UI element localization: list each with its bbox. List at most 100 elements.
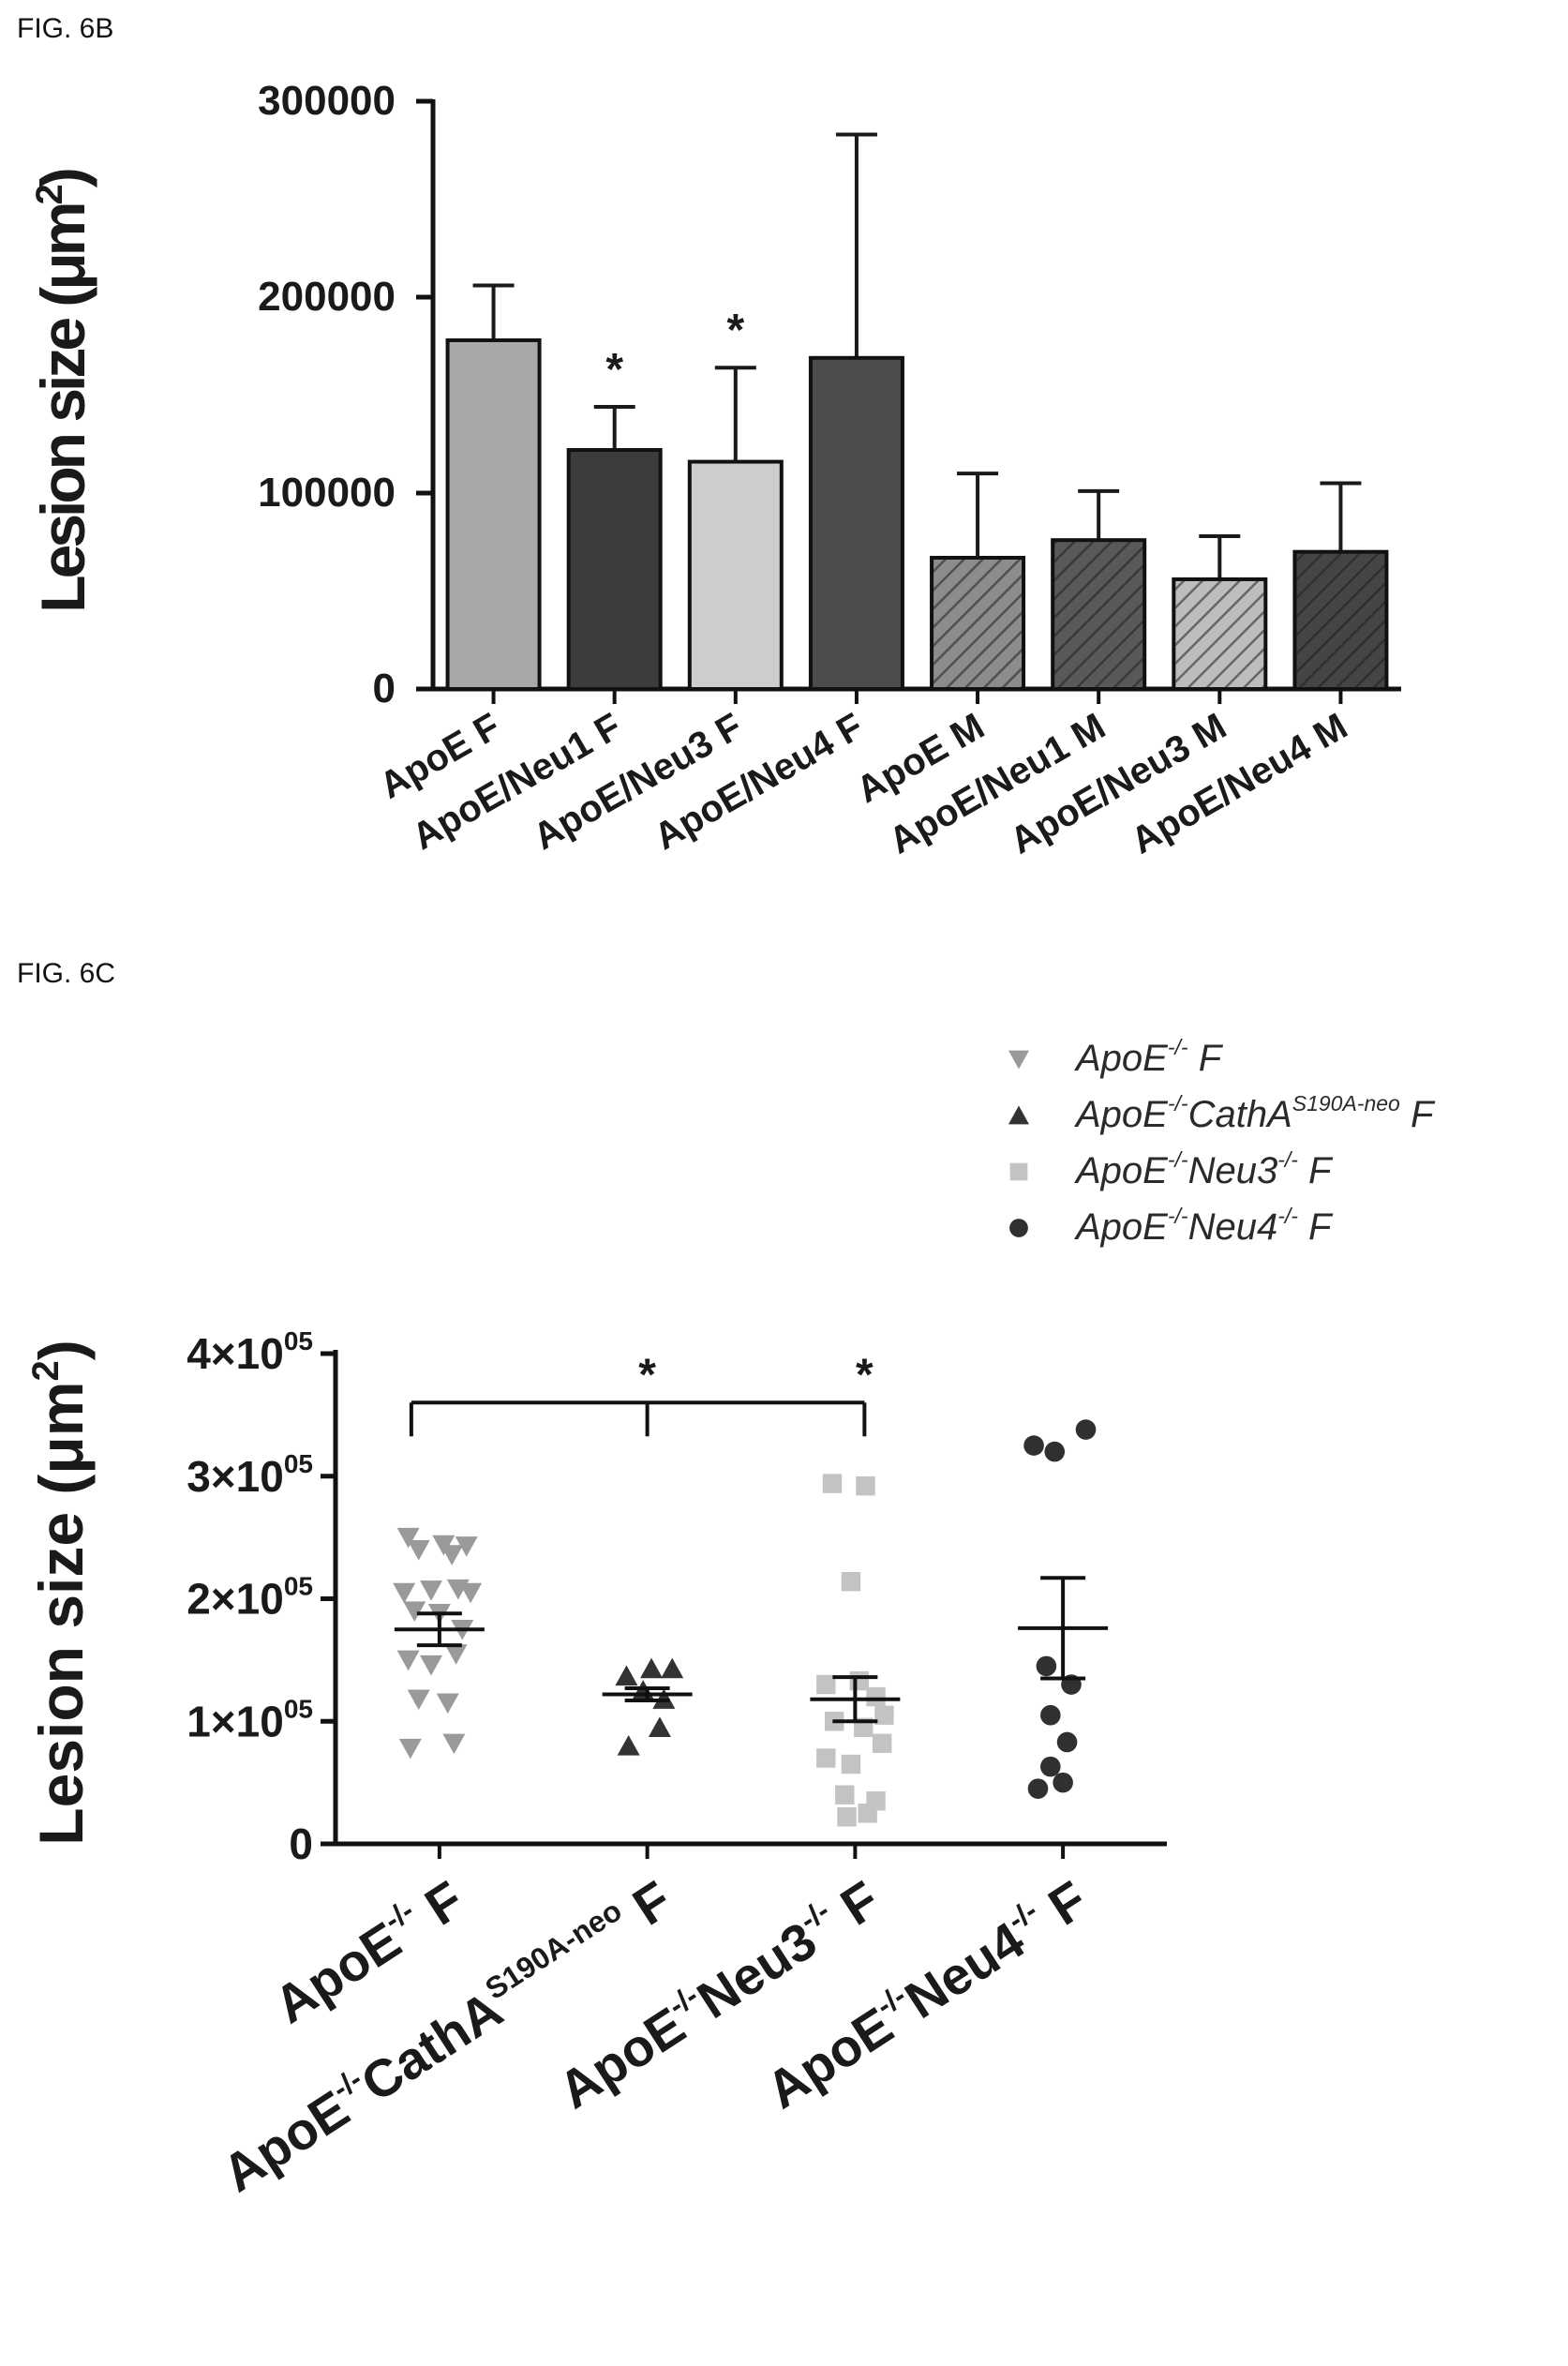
tick-mantissa: 4×10 (187, 1329, 284, 1378)
data-point (858, 1804, 877, 1823)
data-point (407, 1689, 430, 1711)
legend-entry: ApoE-/-Neu4-/- F (1074, 1204, 1334, 1248)
data-point (396, 1650, 420, 1671)
tick-mantissa: 2×10 (187, 1575, 284, 1624)
chart-b-bar-hatch (1175, 580, 1264, 687)
label-text: ApoE (1074, 1038, 1169, 1079)
label-text: F (1026, 1869, 1098, 1944)
data-point (398, 1738, 422, 1760)
data-point (615, 1665, 638, 1686)
data-point (835, 1785, 855, 1804)
label-text: ApoE (755, 1996, 903, 2119)
data-point (661, 1657, 684, 1679)
tick-exponent: 05 (284, 1694, 313, 1723)
data-point (396, 1527, 420, 1549)
data-point (841, 1754, 861, 1774)
data-point (420, 1580, 443, 1601)
data-point (420, 1655, 443, 1676)
data-point (1044, 1441, 1066, 1462)
figure-6c-label: FIG. 6C (17, 958, 116, 989)
label-text: Neu3 (1188, 1150, 1278, 1191)
label-text: ApoE (548, 1996, 695, 2119)
data-point (407, 1540, 430, 1561)
chart-b-bar (808, 355, 904, 691)
chart-b-x-tick-label: ApoE/Neu4 F (648, 706, 871, 859)
chart-b-significance-star: * (726, 306, 744, 355)
chart-c-y-tick-label: 1×1005 (187, 1694, 313, 1745)
data-point (640, 1657, 664, 1679)
label-superscript: -/- (1168, 1091, 1188, 1116)
data-point (1056, 1731, 1078, 1753)
data-point (841, 1571, 861, 1592)
data-point (874, 1705, 894, 1725)
data-point (455, 1536, 478, 1557)
data-point (617, 1735, 640, 1756)
legend-marker (1008, 1050, 1029, 1070)
data-point (1023, 1435, 1044, 1456)
label-text: F (610, 1869, 681, 1944)
label-text: Neu4 (1188, 1206, 1278, 1248)
chart-c-y-tick-label: 0 (289, 1819, 313, 1868)
chart-b-y-axis-label-sup: 2 (29, 186, 70, 205)
data-point (444, 1644, 468, 1665)
label-text: ApoE (1074, 1150, 1169, 1191)
data-point (1075, 1419, 1097, 1440)
data-point (849, 1670, 870, 1691)
label-text: CathA (1188, 1094, 1292, 1135)
chart-b-y-tick-label: 0 (373, 666, 396, 711)
data-point (441, 1545, 464, 1565)
label-text: F (1400, 1094, 1436, 1135)
data-point (648, 1716, 671, 1737)
label-superscript: -/- (1277, 1204, 1298, 1228)
label-text: F (1298, 1206, 1334, 1248)
legend-marker (1008, 1105, 1029, 1125)
chart-b-bar-hatch (933, 559, 1023, 687)
chart-c-y-axis-label-close: ) (26, 1340, 96, 1360)
data-point (873, 1733, 892, 1753)
chart-b-y-tick-label: 200000 (258, 274, 396, 320)
chart-b-significance-star: * (605, 345, 623, 395)
chart-b-x-tick-label: ApoE/Neu3 F (527, 706, 750, 859)
label-text: CathA (351, 1979, 513, 2113)
tick-exponent: 05 (284, 1449, 313, 1478)
data-point (403, 1601, 426, 1622)
data-point (459, 1582, 483, 1604)
label-text: ApoE (212, 2079, 359, 2203)
chart-b-bar (687, 459, 784, 691)
chart-b-y-tick-label: 100000 (258, 470, 396, 516)
label-text: ApoE (1074, 1206, 1169, 1248)
chart-c-y-tick-label: 3×1005 (187, 1449, 313, 1501)
legend-marker (1009, 1162, 1028, 1181)
chart-b-x-tick-label: ApoE/Neu1 F (406, 706, 629, 859)
tick-mantissa: 3×10 (187, 1452, 284, 1501)
legend-entry: ApoE-/-CathAS190A-neo F (1074, 1091, 1436, 1135)
data-point (1053, 1772, 1073, 1793)
label-text: ApoE (1074, 1094, 1169, 1135)
label-text: F (1298, 1150, 1334, 1191)
chart-c-y-tick-label: 4×1005 (187, 1326, 313, 1378)
data-point (837, 1807, 857, 1827)
data-point (436, 1693, 459, 1715)
label-text: ApoE (263, 1910, 411, 2034)
data-point (1027, 1778, 1049, 1799)
legend-entry: ApoE-/-Neu3-/- F (1074, 1147, 1334, 1191)
significance-star: * (638, 1350, 656, 1400)
chart-c-y-axis-label-main: Lesion size (μm (26, 1382, 96, 1846)
label-superscript: -/- (1168, 1147, 1188, 1172)
data-point (816, 1674, 836, 1695)
chart-b-y-tick-label: 300000 (258, 78, 396, 124)
chart-b-y-axis-label: Lesion size (μm2) (28, 170, 97, 612)
label-superscript: -/- (1277, 1147, 1298, 1172)
data-point (856, 1476, 875, 1496)
chart-c-y-tick-label: 2×1005 (187, 1572, 313, 1624)
label-superscript: -/- (1168, 1035, 1188, 1059)
tick-mantissa: 0 (289, 1819, 313, 1868)
data-point (1036, 1655, 1057, 1677)
chart-b-bar (445, 337, 542, 691)
data-point (822, 1474, 843, 1493)
data-point (816, 1748, 836, 1768)
label-text: F (402, 1869, 473, 1944)
data-point (393, 1582, 416, 1604)
chart-b-bar (566, 448, 663, 691)
